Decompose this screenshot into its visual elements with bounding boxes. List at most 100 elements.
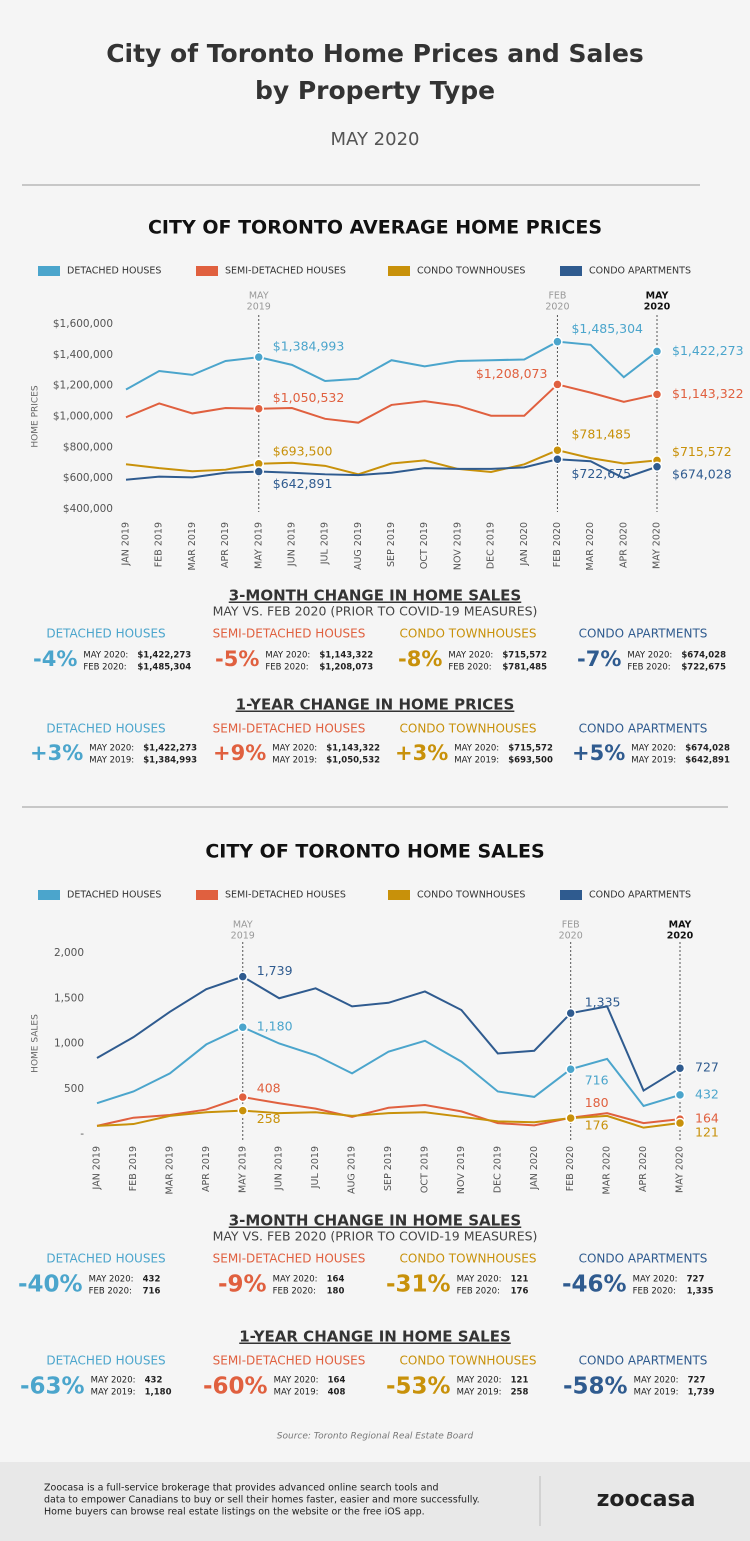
item-name: SEMI-DETACHED HOUSES bbox=[213, 1252, 366, 1266]
item-row-value: 176 bbox=[511, 1287, 529, 1297]
item-row-value: 432 bbox=[143, 1275, 161, 1285]
point bbox=[565, 1063, 576, 1075]
item-row-label: MAY 2020: bbox=[274, 1376, 319, 1386]
legend-label: SEMI-DETACHED HOUSES bbox=[225, 266, 346, 277]
y-tick-label: 500 bbox=[64, 1083, 84, 1095]
logo: zoocasa bbox=[597, 1487, 696, 1512]
point bbox=[674, 1117, 686, 1129]
item-row-label: FEB 2020: bbox=[457, 1287, 500, 1297]
x-tick-label: APR 2020 bbox=[638, 1146, 649, 1192]
item-row-value: $693,500 bbox=[508, 756, 553, 766]
legend-label: CONDO APARTMENTS bbox=[589, 266, 691, 277]
legend-label: CONDO TOWNHOUSES bbox=[417, 266, 525, 277]
x-tick-label: NOV 2019 bbox=[452, 522, 463, 570]
x-tick-label: JUN 2019 bbox=[274, 1146, 285, 1191]
reference-label: MAY bbox=[646, 291, 669, 302]
panel-title: 3-MONTH CHANGE IN HOME SALES bbox=[229, 1212, 522, 1230]
item-name: CONDO APARTMENTS bbox=[579, 1354, 708, 1368]
panel-title: 3-MONTH CHANGE IN HOME SALES bbox=[229, 587, 522, 605]
value-label: $1,422,273 bbox=[672, 343, 744, 358]
reference-label: MAY bbox=[669, 920, 692, 931]
source: Source: Toronto Regional Real Estate Boa… bbox=[277, 1432, 474, 1442]
x-tick-label: FEB 2019 bbox=[154, 522, 165, 567]
item-change: -7% bbox=[577, 647, 621, 671]
x-tick-label: MAR 2019 bbox=[164, 1146, 175, 1195]
x-tick-label: MAY 2019 bbox=[253, 522, 264, 569]
point bbox=[237, 971, 248, 982]
point bbox=[237, 1105, 248, 1116]
point bbox=[253, 403, 264, 414]
x-tick-label: NOV 2019 bbox=[456, 1146, 467, 1194]
point bbox=[552, 444, 563, 456]
legend-swatch bbox=[38, 890, 60, 900]
series-line bbox=[125, 383, 658, 424]
item-row-value: 432 bbox=[145, 1376, 163, 1386]
value-label: $781,485 bbox=[571, 427, 631, 442]
item-row-value: 180 bbox=[327, 1287, 345, 1297]
item-name: SEMI-DETACHED HOUSES bbox=[213, 627, 366, 641]
item-row-value: $1,422,273 bbox=[143, 744, 197, 754]
x-tick-label: MAY 2020 bbox=[675, 1146, 686, 1193]
item-change: +5% bbox=[572, 741, 625, 765]
point bbox=[552, 379, 563, 390]
item-name: SEMI-DETACHED HOUSES bbox=[213, 722, 366, 736]
series-line bbox=[96, 1026, 681, 1108]
item-row-label: MAY 2020: bbox=[91, 1376, 136, 1386]
x-tick-label: MAY 2019 bbox=[237, 1146, 248, 1193]
item-name: CONDO TOWNHOUSES bbox=[400, 1252, 537, 1266]
reference-label: MAY bbox=[233, 920, 253, 931]
x-tick-label: MAY 2020 bbox=[652, 522, 663, 569]
item-row-label: MAY 2019: bbox=[89, 756, 134, 766]
reference-label: 2019 bbox=[231, 931, 255, 942]
item-row-label: MAY 2020: bbox=[265, 651, 310, 661]
item-change: -60% bbox=[203, 1374, 268, 1400]
item-row-label: MAY 2019: bbox=[91, 1388, 136, 1398]
item-row-value: 716 bbox=[143, 1287, 161, 1297]
footer-text: Zoocasa is a full-service brokerage that… bbox=[44, 1483, 439, 1494]
item-name: SEMI-DETACHED HOUSES bbox=[213, 1354, 366, 1368]
item-name: CONDO APARTMENTS bbox=[579, 627, 708, 641]
x-tick-label: AUG 2019 bbox=[353, 522, 364, 570]
y-tick-label: $1,000,000 bbox=[53, 411, 113, 423]
item-change: -31% bbox=[386, 1272, 451, 1298]
value-label: $722,675 bbox=[571, 466, 631, 481]
title: by Property Type bbox=[255, 76, 495, 105]
x-tick-label: JUL 2019 bbox=[320, 522, 331, 565]
item-name: CONDO TOWNHOUSES bbox=[400, 722, 537, 736]
item-row-value: 164 bbox=[327, 1275, 345, 1285]
item-change: -58% bbox=[563, 1374, 628, 1400]
value-label: 164 bbox=[695, 1111, 719, 1126]
value-label: $674,028 bbox=[672, 466, 732, 481]
value-label: 1,335 bbox=[585, 995, 621, 1010]
item-row-value: 408 bbox=[328, 1388, 346, 1398]
item-change: +3% bbox=[30, 741, 83, 765]
x-tick-label: DEC 2019 bbox=[486, 522, 497, 569]
panel-title: 1-YEAR CHANGE IN HOME SALES bbox=[239, 1328, 511, 1346]
y-tick-label: 1,500 bbox=[54, 992, 84, 1004]
legend-label: CONDO APARTMENTS bbox=[589, 890, 691, 901]
point bbox=[253, 351, 264, 363]
x-tick-label: JAN 2020 bbox=[529, 1146, 540, 1190]
x-tick-label: DEC 2019 bbox=[492, 1146, 503, 1193]
point bbox=[565, 1007, 576, 1019]
x-tick-label: APR 2019 bbox=[220, 522, 231, 568]
item-row-label: MAY 2020: bbox=[83, 651, 128, 661]
value-label: $693,500 bbox=[273, 443, 333, 458]
footer bbox=[0, 1462, 750, 1541]
item-row-label: MAY 2019: bbox=[634, 1388, 679, 1398]
item-name: CONDO APARTMENTS bbox=[579, 722, 708, 736]
item-name: DETACHED HOUSES bbox=[46, 1252, 165, 1266]
item-row-label: MAY 2019: bbox=[454, 756, 499, 766]
value-label: 1,739 bbox=[257, 963, 293, 978]
item-row-value: 121 bbox=[511, 1275, 529, 1285]
value-label: $1,050,532 bbox=[273, 390, 345, 405]
reference-label: 2020 bbox=[644, 302, 671, 313]
item-row-label: MAY 2020: bbox=[454, 744, 499, 754]
reference-label: 2020 bbox=[559, 931, 583, 942]
x-tick-label: MAR 2020 bbox=[585, 522, 596, 571]
item-row-value: 1,335 bbox=[687, 1287, 714, 1297]
panel-subtitle: MAY VS. FEB 2020 (PRIOR TO COVID-19 MEAS… bbox=[213, 604, 538, 619]
y-tick-label: $1,400,000 bbox=[53, 349, 113, 361]
item-name: CONDO TOWNHOUSES bbox=[400, 627, 537, 641]
